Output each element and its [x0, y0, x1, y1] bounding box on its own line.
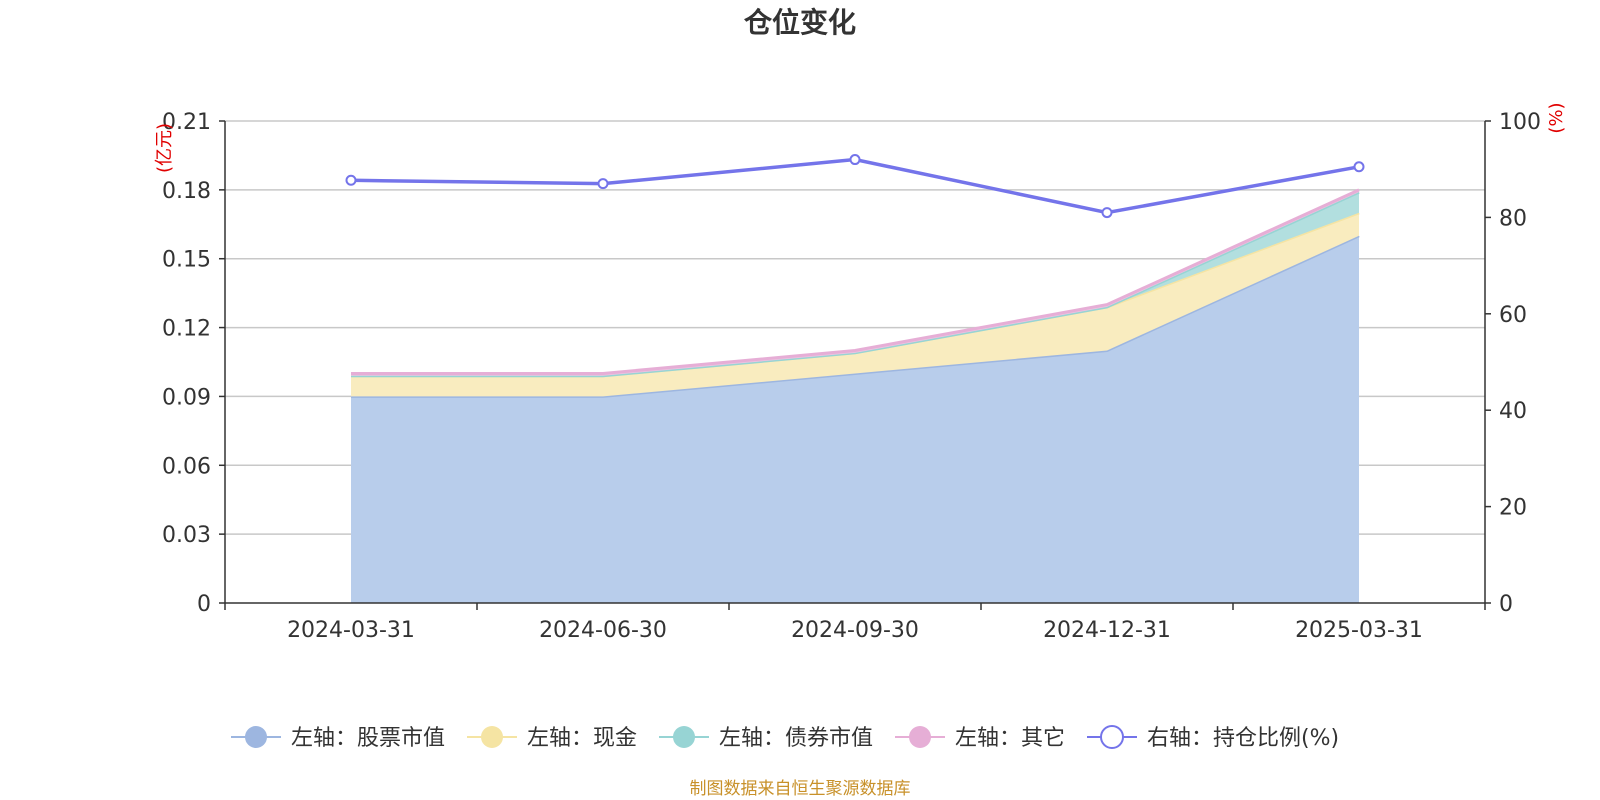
- legend-label: 右轴：持仓比例(%): [1147, 726, 1339, 751]
- x-axis-tick-label: 2024-09-30: [791, 618, 919, 643]
- stacked-areas: [351, 188, 1360, 603]
- right-axis-tick-label: 80: [1499, 206, 1527, 231]
- source-note: 制图数据来自恒生聚源数据库: [690, 779, 911, 799]
- ratio-line-point: [1101, 207, 1113, 219]
- right-axis-tick-label: 40: [1499, 399, 1527, 424]
- left-axis-tick-label: 0.03: [162, 523, 211, 548]
- x-axis-tick-label: 2024-06-30: [539, 618, 667, 643]
- ratio-line-path: [350, 157, 1360, 215]
- legend-label: 左轴：债券市值: [719, 726, 873, 751]
- right-axis-unit: (%): [1546, 102, 1567, 133]
- legend-marker: [245, 726, 267, 748]
- area-左轴：现金: [351, 212, 1359, 397]
- ratio-line-point: [597, 178, 609, 190]
- right-axis-tick-label: 20: [1499, 496, 1527, 521]
- left-axis-unit: (亿元): [154, 123, 175, 173]
- ratio-line-point: [849, 154, 861, 166]
- legend-label: 左轴：股票市值: [291, 726, 445, 751]
- legend-label: 左轴：其它: [955, 726, 1065, 751]
- legend-item: 左轴：股票市值: [231, 726, 445, 751]
- left-axis-tick-label: 0: [197, 592, 211, 617]
- legend-item: 左轴：其它: [895, 726, 1065, 751]
- left-axis-tick-label: 0.09: [162, 385, 211, 410]
- axes: 0 0.03 0.06 0.09 0.12 0.15 0.18 0.21 0 20 40 60 80 10…: [162, 110, 1541, 643]
- right-axis-tick-label: 100: [1499, 110, 1541, 135]
- left-axis-tick-label: 0.15: [162, 248, 211, 273]
- x-axis-tick-label: 2024-03-31: [287, 618, 415, 643]
- right-axis-tick-label: 60: [1499, 303, 1527, 328]
- area-edge-左轴：其它: [351, 188, 1360, 375]
- ratio-line-point: [1353, 161, 1365, 173]
- area-左轴：股票市值: [351, 235, 1359, 603]
- legend-marker: [481, 726, 503, 748]
- left-axis-tick-label: 0.06: [162, 454, 211, 479]
- legend-marker: [909, 726, 931, 748]
- chart-title: 仓位变化: [744, 6, 856, 39]
- left-axis-tick-label: 0.21: [162, 110, 211, 135]
- legend-item: 左轴：现金: [467, 726, 637, 751]
- ratio-line-point: [345, 174, 357, 186]
- legend: 左轴：股票市值 左轴：现金 左轴：债券市值 左轴：其它 右轴：持仓比例(%): [231, 725, 1339, 751]
- right-axis-tick-label: 0: [1499, 592, 1513, 617]
- legend-item: 左轴：债券市值: [659, 726, 873, 751]
- legend-label: 左轴：现金: [527, 726, 637, 751]
- left-axis-tick-label: 0.12: [162, 317, 211, 342]
- position-ratio-line: [345, 154, 1365, 219]
- x-axis-tick-label: 2025-03-31: [1295, 618, 1423, 643]
- legend-marker: [673, 726, 695, 748]
- left-axis-tick-label: 0.18: [162, 179, 211, 204]
- legend-item: 右轴：持仓比例(%): [1087, 725, 1339, 751]
- x-axis-tick-label: 2024-12-31: [1043, 618, 1171, 643]
- legend-marker: [1100, 725, 1124, 749]
